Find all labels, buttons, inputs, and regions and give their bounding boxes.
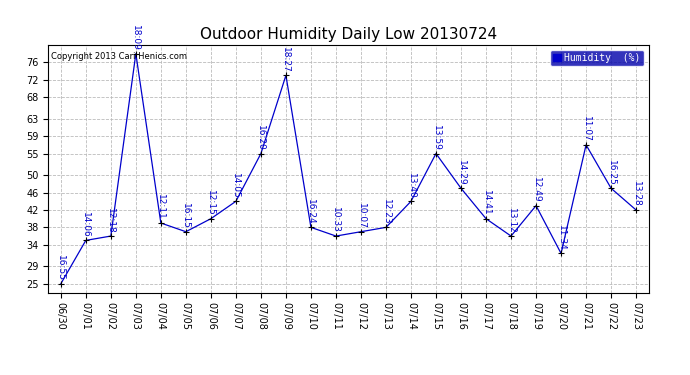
- Text: 11:34: 11:34: [557, 225, 566, 251]
- Text: 18:27: 18:27: [282, 47, 290, 73]
- Text: 13:12: 13:12: [506, 207, 515, 233]
- Text: 10:33: 10:33: [331, 207, 340, 233]
- Text: 16:15: 16:15: [181, 203, 190, 229]
- Text: 12:18: 12:18: [106, 207, 115, 233]
- Text: 13:28: 13:28: [631, 182, 640, 207]
- Title: Outdoor Humidity Daily Low 20130724: Outdoor Humidity Daily Low 20130724: [200, 27, 497, 42]
- Text: 13:40: 13:40: [406, 173, 415, 198]
- Text: 16:20: 16:20: [257, 125, 266, 151]
- Text: 12:15: 12:15: [206, 190, 215, 216]
- Text: 16:55: 16:55: [57, 255, 66, 281]
- Text: 10:07: 10:07: [357, 203, 366, 229]
- Text: Copyright 2013 Cari Henics.com: Copyright 2013 Cari Henics.com: [51, 53, 187, 62]
- Text: 11:07: 11:07: [582, 116, 591, 142]
- Text: 14:06: 14:06: [81, 212, 90, 238]
- Legend: Humidity  (%): Humidity (%): [550, 50, 644, 66]
- Text: 16:25: 16:25: [607, 160, 615, 186]
- Text: 18:09: 18:09: [131, 25, 140, 51]
- Text: 13:59: 13:59: [431, 125, 440, 151]
- Text: 12:49: 12:49: [531, 177, 540, 203]
- Text: 16:24: 16:24: [306, 199, 315, 225]
- Text: 12:11: 12:11: [157, 195, 166, 220]
- Text: 12:23: 12:23: [382, 199, 391, 225]
- Text: 14:05: 14:05: [231, 173, 240, 198]
- Text: 14:41: 14:41: [482, 190, 491, 216]
- Text: 14:29: 14:29: [457, 160, 466, 186]
